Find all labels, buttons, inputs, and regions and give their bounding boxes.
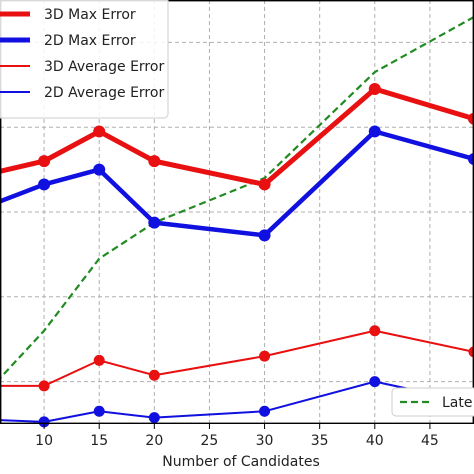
legend-label-2d-max-error: 2D Max Error: [44, 33, 136, 49]
x-tick-label: 35: [311, 433, 329, 449]
legend-label-late: Late: [442, 395, 472, 411]
x-tick-label: 10: [35, 433, 53, 449]
data-point-3d-average-error: [38, 380, 50, 392]
data-point-3d-average-error: [369, 325, 381, 337]
series-line-3d-average-error: [0, 329, 474, 387]
data-point-2d-max-error: [93, 163, 106, 176]
data-point-3d-max-error: [368, 83, 381, 96]
legend-box-secondary: [391, 387, 474, 417]
data-point-2d-average-error: [259, 405, 271, 417]
x-tick-label: 25: [201, 433, 219, 449]
legend-label-3d-average-error: 3D Average Error: [44, 59, 164, 75]
data-point-2d-max-error: [368, 125, 381, 138]
legend-label-3d-max-error: 3D Max Error: [44, 7, 136, 23]
data-point-3d-max-error: [148, 155, 161, 168]
data-point-3d-max-error: [38, 155, 51, 168]
x-axis-label: Number of Candidates: [162, 454, 320, 470]
x-tick-label: 40: [366, 433, 384, 449]
x-tick-label: 45: [421, 433, 439, 449]
x-tick-label: 15: [90, 433, 108, 449]
data-point-2d-max-error: [38, 178, 51, 191]
x-tick-label: 20: [145, 433, 163, 449]
data-point-3d-max-error: [93, 125, 106, 138]
plot-frame: [0, 0, 474, 425]
data-point-2d-max-error: [258, 229, 271, 242]
data-point-2d-average-error: [38, 416, 50, 428]
data-point-2d-max-error: [148, 216, 161, 229]
data-point-3d-average-error: [93, 354, 105, 366]
data-point-3d-average-error: [148, 369, 160, 381]
data-point-2d-average-error: [148, 412, 160, 424]
x-tick-label: 30: [256, 433, 274, 449]
data-point-2d-average-error: [93, 405, 105, 417]
legend-label-2d-average-error: 2D Average Error: [44, 85, 164, 101]
data-point-3d-max-error: [468, 112, 474, 125]
legend: 3D Max Error 2D Max Error 3D Average Error…: [0, 0, 169, 119]
data-point-3d-max-error: [258, 178, 271, 191]
data-point-2d-average-error: [369, 376, 381, 388]
legend-box: [0, 0, 169, 119]
legend-secondary: Late: [391, 387, 474, 417]
series-layer: [0, 15, 474, 428]
data-point-3d-average-error: [259, 350, 271, 362]
x-axis-ticks: 10 15 20 25 30 35 40 45: [35, 424, 439, 449]
data-point-2d-max-error: [468, 153, 474, 165]
